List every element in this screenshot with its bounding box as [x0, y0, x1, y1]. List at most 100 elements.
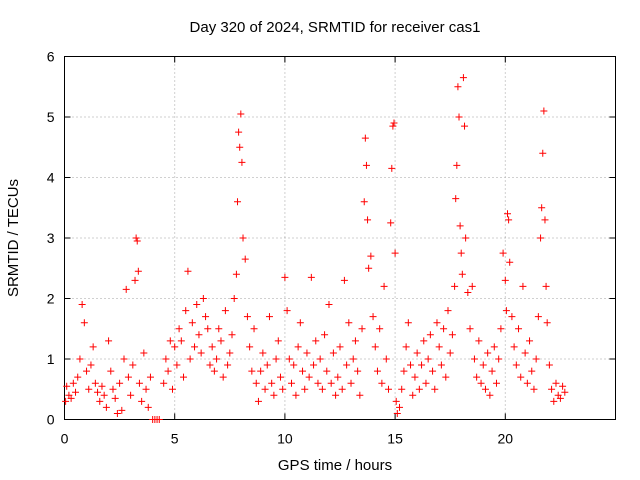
- data-point: [83, 367, 91, 375]
- data-point: [369, 313, 377, 321]
- data-point: [312, 337, 320, 345]
- data-point: [440, 325, 448, 333]
- data-point: [329, 349, 337, 357]
- data-point: [429, 367, 437, 375]
- data-point: [477, 379, 485, 387]
- data-point: [559, 382, 567, 390]
- data-point: [173, 361, 181, 369]
- data-point: [332, 391, 340, 399]
- data-point: [398, 385, 406, 393]
- data-point: [506, 258, 514, 266]
- data-point: [540, 107, 548, 115]
- data-point: [502, 307, 510, 315]
- data-point: [292, 391, 300, 399]
- y-tick-label: 5: [47, 109, 55, 125]
- data-point: [129, 361, 137, 369]
- grid: [64, 56, 616, 420]
- data-point: [239, 234, 247, 242]
- data-point: [325, 301, 333, 309]
- data-point: [371, 343, 379, 351]
- data-point: [237, 110, 245, 118]
- data-point: [268, 379, 276, 387]
- y-tick-label: 3: [47, 230, 55, 246]
- data-point: [206, 361, 214, 369]
- data-point: [142, 385, 150, 393]
- data-point: [224, 361, 232, 369]
- data-point: [495, 355, 503, 363]
- data-point: [475, 337, 483, 345]
- data-point: [409, 391, 417, 399]
- data-point: [461, 122, 469, 130]
- y-tick-label: 4: [47, 170, 55, 186]
- data-point: [135, 379, 143, 387]
- data-point: [413, 349, 421, 357]
- data-point: [166, 337, 174, 345]
- x-tick-label: 5: [171, 431, 179, 447]
- data-point: [160, 379, 168, 387]
- data-point: [431, 385, 439, 393]
- data-point: [347, 379, 355, 387]
- data-point: [542, 282, 550, 290]
- data-point: [76, 355, 84, 363]
- data-point: [285, 355, 293, 363]
- data-point: [279, 385, 287, 393]
- data-point: [171, 343, 179, 351]
- data-point: [228, 331, 236, 339]
- data-point: [281, 273, 289, 281]
- data-point: [321, 331, 329, 339]
- data-point: [435, 343, 443, 351]
- data-point: [486, 391, 494, 399]
- data-point: [290, 361, 298, 369]
- data-point: [105, 337, 113, 345]
- data-point: [87, 361, 95, 369]
- data-point: [422, 379, 430, 387]
- data-point: [246, 343, 254, 351]
- data-point: [62, 397, 70, 405]
- data-point: [361, 134, 369, 142]
- data-point: [276, 373, 284, 381]
- data-point: [367, 252, 375, 260]
- data-point: [373, 367, 381, 375]
- data-point: [418, 361, 426, 369]
- data-point: [257, 367, 265, 375]
- data-point: [208, 343, 216, 351]
- data-point: [288, 379, 296, 387]
- chart-title: Day 320 of 2024, SRMTID for receiver cas…: [190, 19, 481, 36]
- data-point: [454, 83, 462, 91]
- data-point: [197, 349, 205, 357]
- data-point: [550, 397, 558, 405]
- data-point: [283, 307, 291, 315]
- data-point: [387, 219, 395, 227]
- data-point: [343, 361, 351, 369]
- data-point: [530, 385, 538, 393]
- data-point: [556, 394, 564, 402]
- data-point: [305, 373, 313, 381]
- data-point: [91, 379, 99, 387]
- data-point: [127, 391, 135, 399]
- data-point: [118, 406, 126, 414]
- x-tick-label: 0: [61, 431, 69, 447]
- data-point: [122, 285, 130, 293]
- data-point: [146, 373, 154, 381]
- data-point: [362, 161, 370, 169]
- data-point: [248, 367, 256, 375]
- data-point: [270, 391, 278, 399]
- data-point: [133, 237, 141, 245]
- data-point: [391, 249, 399, 257]
- data-point: [299, 367, 307, 375]
- data-point: [80, 319, 88, 327]
- data-point: [389, 122, 397, 130]
- data-point: [177, 337, 185, 345]
- data-point: [415, 385, 423, 393]
- data-point: [512, 361, 520, 369]
- data-point: [532, 355, 540, 363]
- data-point: [67, 394, 75, 402]
- data-point: [238, 158, 246, 166]
- data-point: [538, 204, 546, 212]
- data-point: [327, 379, 335, 387]
- data-point: [138, 397, 146, 405]
- tick-labels: 0 5 10 15 20 0 1 2 3 4 5 6: [47, 49, 514, 447]
- data-point: [236, 143, 244, 151]
- data-point: [316, 355, 324, 363]
- data-point: [446, 349, 454, 357]
